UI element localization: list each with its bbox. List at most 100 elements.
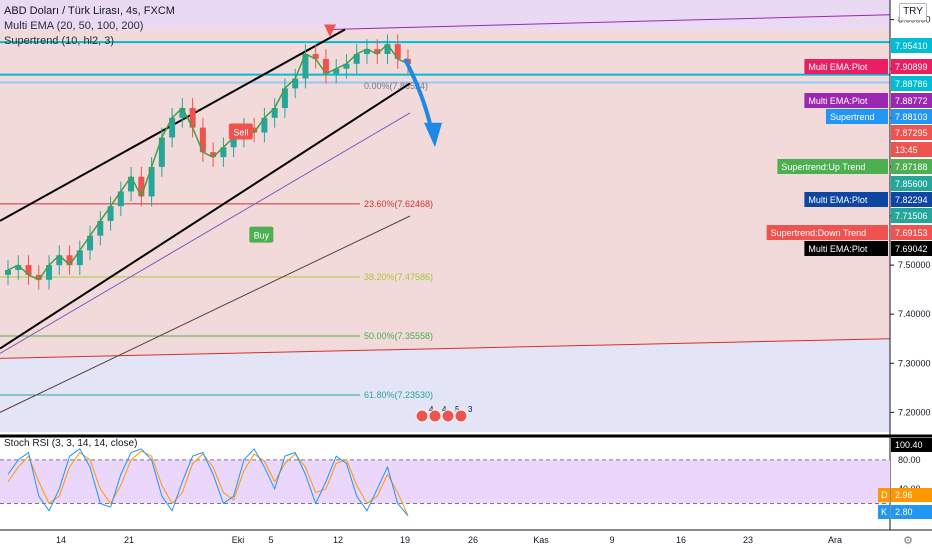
- channel-top-line: [329, 14, 891, 30]
- candle-body: [35, 274, 42, 280]
- time-tick-label: 5: [268, 535, 273, 545]
- price-tag-value-bg: [891, 159, 932, 174]
- ema100-line: [0, 112, 411, 354]
- time-tick-label: 16: [676, 535, 686, 545]
- signal-buy-box: [249, 226, 274, 243]
- channel-bottom-line: [0, 338, 891, 359]
- price-tag-name-bg: [766, 225, 888, 240]
- candle-body: [25, 265, 32, 275]
- indicator-supertrend[interactable]: Supertrend (10, hl2, 3): [4, 35, 115, 47]
- candle-body: [343, 63, 350, 69]
- lower-zone: [0, 338, 890, 432]
- price-tag-name-bg: [826, 109, 888, 124]
- price-tag-label: 7.88786: [895, 79, 928, 89]
- price-tag-value: 7.87188: [895, 162, 928, 172]
- rsi-band: [0, 459, 890, 504]
- top-zone: [0, 0, 890, 30]
- settings-gear-icon[interactable]: ⚙: [903, 535, 913, 547]
- rsi-tag-letter-bg: [878, 505, 890, 519]
- rsi-tag-value-bg: [891, 488, 932, 502]
- indicator-multi-ema[interactable]: Multi EMA (20, 50, 100, 200): [4, 20, 144, 32]
- rsi-top-tag: 100.40: [895, 440, 923, 450]
- price-tag-name-bg: [777, 159, 888, 174]
- time-tick-label: 26: [468, 535, 478, 545]
- currency-button[interactable]: TRY: [899, 3, 927, 21]
- price-tick-label: 7.30000: [898, 358, 931, 368]
- candle-body: [302, 54, 309, 79]
- candle-body: [322, 58, 329, 74]
- fib-label-2: 50.00%(7.35558): [364, 331, 433, 341]
- candle-body: [251, 127, 258, 133]
- event-badge-icon: [454, 409, 468, 423]
- rsi-tag-letter: D: [881, 490, 888, 500]
- price-tag-name: Multi EMA:Plot: [808, 244, 868, 254]
- rsi-d-line: [7, 450, 409, 517]
- time-tick-label: 23: [743, 535, 753, 545]
- event-badge-icon: [441, 409, 455, 423]
- channel-lower: [0, 82, 411, 350]
- symbol-title[interactable]: ABD Doları / Türk Lirası, 4s, FXCM: [4, 5, 175, 17]
- price-tag-name-bg: [804, 59, 888, 74]
- price-tag-value: 7.69042: [895, 244, 928, 254]
- price-tick-label: 7.20000: [898, 407, 931, 417]
- price-tag-value: 7.69153: [895, 228, 928, 238]
- candle-body: [107, 206, 114, 221]
- price-tag-label: 7.85600: [895, 179, 928, 189]
- price-tag-name: Supertrend:Up Trend: [781, 162, 865, 172]
- price-tag-label: 13:45: [895, 145, 918, 155]
- price-tag-label: 7.95410: [895, 41, 928, 51]
- candle-body: [312, 54, 319, 59]
- price-tag-name: Supertrend:Down Trend: [771, 228, 867, 238]
- time-tick-label: Ara: [828, 535, 842, 545]
- price-tag-bg: [891, 142, 932, 157]
- signal-sell-box: [228, 123, 253, 140]
- price-tag-value: 7.82294: [895, 195, 928, 205]
- price-tag-value-bg: [891, 241, 932, 256]
- event-badge-icon: [428, 409, 442, 423]
- price-tag-name: Supertrend: [830, 112, 875, 122]
- price-tag-value-bg: [891, 225, 932, 240]
- candle-body: [363, 49, 370, 54]
- candle-body: [199, 127, 206, 153]
- candle-body: [271, 108, 278, 118]
- candle-body: [189, 108, 196, 128]
- time-tick-label: 14: [56, 535, 66, 545]
- price-tag-value: 7.88103: [895, 112, 928, 122]
- candle-body: [333, 68, 340, 74]
- rsi-tag-letter: K: [881, 507, 887, 517]
- event-badge-count: 4: [429, 405, 434, 414]
- rsi-tag-letter-bg: [878, 488, 890, 502]
- price-tag-name-bg: [804, 241, 888, 256]
- time-tick-label: 21: [124, 535, 134, 545]
- price-tag-value-bg: [891, 93, 932, 108]
- candle-body: [230, 137, 237, 148]
- price-tick-label: 7.40000: [898, 309, 931, 319]
- candle-body: [138, 176, 145, 197]
- candle-body: [117, 191, 124, 207]
- rsi-tick-label: 80.00: [898, 455, 921, 465]
- fib-label-1: 38.20%(7.47586): [364, 272, 433, 282]
- candle-body: [353, 54, 360, 64]
- fib-label-0: 23.60%(7.62468): [364, 199, 433, 209]
- event-badge-count: 3: [468, 405, 473, 414]
- price-axis-bg: [890, 0, 932, 550]
- candle-body: [384, 44, 391, 54]
- stoch-rsi-title[interactable]: Stoch RSI (3, 3, 14, 14, close): [4, 438, 138, 449]
- upper-zone: [0, 29, 890, 359]
- candle-body: [158, 137, 165, 167]
- rsi-tag-value: 2.80: [895, 507, 913, 517]
- top-marker: [324, 24, 336, 37]
- price-tag-value-bg: [891, 59, 932, 74]
- fib-label-3: 61.80%(7.23530): [364, 390, 433, 400]
- candle-body: [66, 255, 73, 266]
- candle-body: [97, 220, 104, 236]
- price-tick-label: 7.50000: [898, 260, 931, 270]
- time-tick-label: 19: [400, 535, 410, 545]
- chart-header: ABD Doları / Türk Lirası, 4s, FXCM Multi…: [4, 4, 175, 49]
- candle-body: [169, 117, 176, 138]
- candle-body: [46, 265, 53, 280]
- price-tag-name: Multi EMA:Plot: [808, 62, 868, 72]
- price-tag-name: Multi EMA:Plot: [808, 96, 868, 106]
